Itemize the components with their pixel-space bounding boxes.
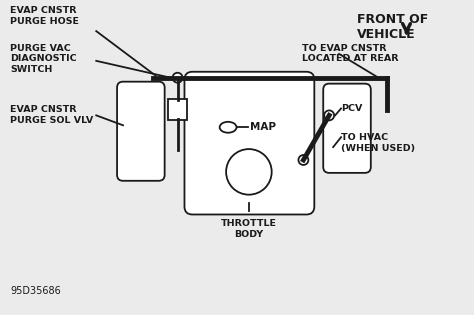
FancyBboxPatch shape [168, 99, 187, 120]
Text: PURGE VAC
DIAGNOSTIC
SWITCH: PURGE VAC DIAGNOSTIC SWITCH [10, 44, 77, 74]
Text: EVAP CNSTR
PURGE SOL VLV: EVAP CNSTR PURGE SOL VLV [10, 106, 93, 125]
FancyBboxPatch shape [117, 82, 164, 181]
Text: PCV: PCV [341, 104, 363, 113]
FancyBboxPatch shape [184, 72, 314, 215]
Ellipse shape [219, 122, 237, 133]
FancyBboxPatch shape [323, 84, 371, 173]
Text: MAP: MAP [250, 122, 276, 132]
Text: FRONT OF
VEHICLE: FRONT OF VEHICLE [357, 13, 428, 41]
Circle shape [299, 155, 309, 165]
Text: EVAP CNSTR
PURGE HOSE: EVAP CNSTR PURGE HOSE [10, 6, 79, 26]
Circle shape [173, 73, 182, 83]
Circle shape [324, 111, 334, 120]
Circle shape [226, 149, 272, 195]
Text: 95D35686: 95D35686 [10, 286, 61, 296]
Text: THROTTLE
BODY: THROTTLE BODY [221, 220, 277, 239]
Text: TO HVAC
(WHEN USED): TO HVAC (WHEN USED) [341, 133, 415, 152]
Text: TO EVAP CNSTR
LOCATED AT REAR: TO EVAP CNSTR LOCATED AT REAR [302, 44, 399, 63]
